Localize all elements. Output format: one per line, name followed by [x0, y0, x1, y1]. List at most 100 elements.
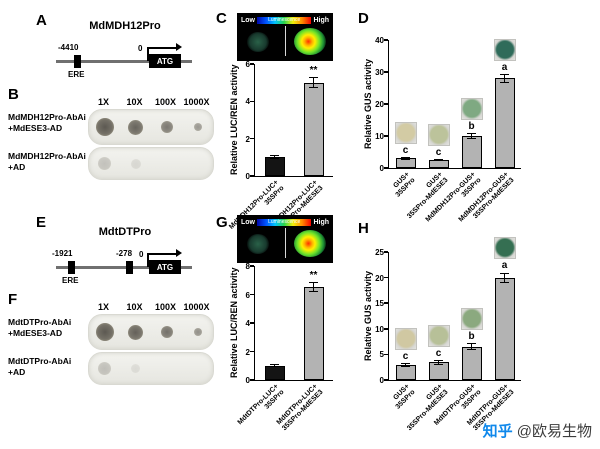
colorbar-low-label: Low: [241, 218, 255, 226]
ere-box: [74, 55, 81, 68]
dilution-label: 100X: [154, 302, 177, 312]
y-tick-label: 4: [245, 97, 250, 107]
yeast-plate-strip: [88, 147, 214, 180]
colorbar-row: Low Luminescence High: [239, 217, 331, 227]
transcription-start-arrow: [147, 47, 179, 61]
y-tick-label: 5: [379, 350, 384, 360]
colorbar-high-label: High: [313, 16, 329, 24]
error-bar: [467, 133, 476, 139]
significance-label: **: [309, 65, 318, 77]
gus-activity-chart-mdtdtpro: 0 5 10 15 20 25 c GUS+ 35SPro c GUS+ 35SPro-MdESE3 b…: [375, 237, 521, 432]
ere-position-label: -4410: [58, 43, 79, 52]
colorbar-title: Luminescence: [268, 16, 301, 23]
y-tick: [249, 100, 254, 103]
ere-box: [126, 261, 133, 274]
y-tick-label: 10: [375, 324, 384, 334]
y-tick: [249, 175, 254, 177]
dilution-label: 1000X: [183, 302, 210, 312]
significance-label: c: [402, 350, 409, 362]
yeast-colony: [128, 324, 143, 340]
yeast-row-label: MdtDTPro-AbAi +MdESE3-AD: [8, 317, 71, 339]
y-axis-label: Relative GUS activity: [363, 270, 373, 362]
error-bar: [309, 282, 318, 293]
luminescence-assay-image: Low Luminescence High: [237, 215, 333, 263]
dilution-label: 1000X: [183, 97, 210, 107]
luminescence-assay-image: Low Luminescence High: [237, 13, 333, 61]
y-tick: [249, 265, 254, 267]
effector-leaf-signal: [294, 28, 326, 55]
gus-stain-photo: [460, 98, 483, 121]
prey-label: +MdESE3-AD: [8, 123, 63, 133]
atg-label: ATG: [156, 56, 174, 66]
prey-label: +MdESE3-AD: [8, 328, 63, 338]
dilution-label: 100X: [154, 97, 177, 107]
bar: [264, 157, 285, 176]
watermark-handle: @欧易生物: [516, 423, 592, 440]
y-tick: [383, 135, 388, 137]
error-bar: [309, 77, 318, 89]
y-tick: [249, 322, 254, 324]
y-tick: [383, 379, 388, 381]
promoter-line: [56, 266, 192, 269]
promoter-schematic-mdtdtpro: MdtDTPro -1921 -278 ERE 0 ATG: [40, 226, 210, 296]
error-bar: [401, 156, 410, 160]
ere-label: ERE: [62, 276, 79, 285]
atg-box: ATG: [149, 260, 181, 274]
error-bar: [500, 272, 509, 283]
error-bar: [467, 343, 476, 351]
watermark: 知乎 @欧易生物: [483, 420, 592, 441]
gus-stain-photo: [394, 121, 417, 144]
bar: [303, 287, 324, 380]
y-tick-label: 30: [375, 68, 384, 77]
y-tick: [249, 293, 254, 296]
yeast-colony: [160, 326, 173, 338]
atg-position-label: 0: [138, 44, 143, 53]
y-tick: [383, 276, 388, 279]
panel-label-f: F: [8, 291, 18, 308]
y-tick-label: 20: [375, 273, 384, 283]
error-bar: [270, 155, 279, 160]
transcription-start-arrow: [147, 253, 179, 267]
yeast-colony: [95, 323, 114, 341]
significance-label: b: [468, 121, 475, 133]
panel-label-c: C: [216, 10, 227, 27]
y-tick-label: 6: [245, 60, 250, 69]
panel-label-e: E: [36, 214, 47, 231]
yeast-colony: [98, 157, 111, 170]
y-tick: [249, 379, 254, 381]
yeast-colony: [160, 121, 173, 133]
colorbar-title: Luminescence: [268, 218, 301, 225]
watermark-brand: 知乎: [482, 423, 513, 440]
y-tick: [383, 328, 388, 330]
control-leaf-signal: [247, 32, 269, 52]
dilution-label: 10X: [126, 302, 143, 312]
significance-label: **: [309, 270, 318, 282]
colorbar-row: Low Luminescence High: [239, 15, 331, 25]
y-tick-label: 10: [375, 132, 384, 141]
panel-label-a: A: [36, 12, 47, 29]
gus-stain-photo: [394, 327, 417, 350]
leaf-luminescence-image: [239, 25, 331, 57]
y-tick: [383, 251, 388, 253]
gus-stain-photo: [427, 123, 450, 146]
atg-position-label: 0: [139, 250, 144, 259]
bar: [494, 277, 515, 380]
y-tick: [383, 39, 388, 41]
panel-label-h: H: [358, 220, 369, 237]
yeast-colony: [98, 362, 111, 375]
promoter-title: MdMDH12Pro: [89, 20, 161, 32]
y-tick: [249, 63, 254, 65]
significance-label: a: [501, 260, 508, 272]
panel-label-d: D: [358, 10, 369, 27]
y-tick-label: 4: [245, 319, 250, 328]
error-bar: [500, 73, 509, 84]
yeast-colony: [193, 123, 202, 131]
dilution-label: 1X: [97, 97, 109, 107]
ere-label: ERE: [68, 70, 85, 79]
y-tick: [383, 71, 388, 73]
gus-activity-chart-mdmdh12pro: 0 10 20 30 40 c GUS+ 35SPro c GUS+ 35SPro-MdESE3 b M…: [375, 36, 521, 223]
bar: [303, 82, 324, 176]
y-tick: [383, 302, 388, 304]
yeast-row-label: MdMDH12Pro-AbAi +MdESE3-AD: [8, 112, 86, 134]
luminescence-colorbar: Luminescence: [257, 16, 312, 24]
